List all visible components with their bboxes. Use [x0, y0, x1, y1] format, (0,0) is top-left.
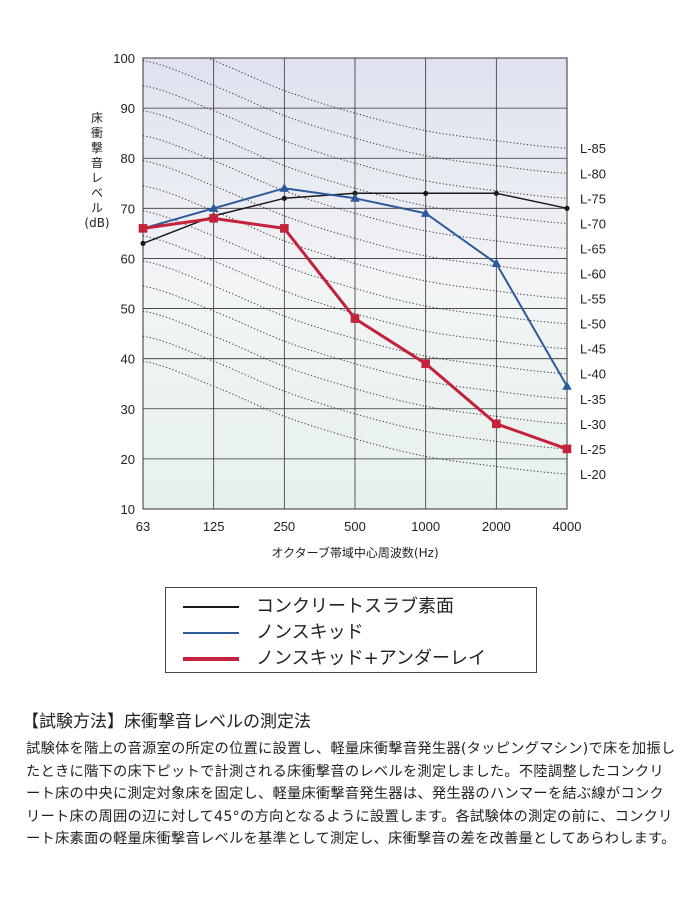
method-body: 試験体を階上の音源室の所定の位置に設置し、軽量床衝撃音発生器(タッピングマシン)…: [26, 741, 676, 847]
legend-swatch-slab: [183, 606, 239, 608]
data-point: [493, 190, 499, 196]
l-curve-l-75: [143, 85, 567, 199]
l-curve-l-80: [143, 60, 567, 174]
l-curve-label: L-40: [580, 367, 606, 382]
data-point: [208, 203, 219, 212]
data-point: [350, 314, 360, 323]
l-curve-labels: L-85 L-80 L-75 L-70 L-65 L-60 L-55 L-50 L-45 L-40…: [580, 141, 606, 482]
x-axis-title: オクターブ帯域中心周波数(Hz): [271, 545, 438, 560]
l-curve-l-20: [143, 360, 567, 475]
y-tick-label: 10: [121, 502, 135, 517]
x-tick-label: 250: [273, 519, 295, 534]
y-axis-title-char: 衝: [91, 126, 103, 140]
data-point: [423, 190, 429, 196]
l-curve-label: L-70: [580, 216, 606, 231]
l-curve-l-50: [143, 210, 567, 325]
legend-swatch-nonskid: [183, 632, 239, 634]
legend-label-slab: コンクリートスラブ素面: [256, 596, 454, 617]
y-tick-label: 60: [121, 251, 135, 266]
x-tick-label: 4000: [553, 519, 582, 534]
y-axis-title-char: 音: [91, 155, 103, 170]
chart: 10 20 30 40 50 60 70 80 90 100 63 125 250 500 1000 200…: [84, 51, 606, 560]
x-tick-label: 125: [203, 519, 225, 534]
l-curve-l-85: [206, 58, 567, 149]
l-curve-label: L-75: [580, 191, 606, 206]
y-tick-label: 50: [121, 302, 135, 317]
l-curve-label: L-65: [580, 241, 606, 256]
x-tick-label: 2000: [482, 519, 511, 534]
y-ticks: 10 20 30 40 50 60 70 80 90 100: [113, 51, 135, 517]
y-axis-title-char: (dB): [84, 216, 109, 230]
legend-item-nonskid: ノンスキッド: [166, 620, 536, 646]
data-point: [138, 224, 148, 233]
data-point: [491, 258, 502, 267]
l-curve-l-45: [143, 235, 567, 350]
l-curve-label: L-50: [580, 317, 606, 332]
x-ticks: 63 125 250 500 1000 2000 4000: [136, 519, 582, 534]
l-curve-l-70: [143, 110, 567, 224]
y-tick-label: 100: [113, 51, 135, 66]
y-axis-title-char: レ: [91, 171, 103, 185]
y-tick-label: 40: [121, 352, 135, 367]
data-point: [562, 444, 572, 454]
data-point: [281, 195, 287, 201]
l-curve-label: L-60: [580, 266, 606, 281]
legend-label-nonskid: ノンスキッド: [256, 622, 364, 643]
data-point: [352, 190, 358, 196]
y-tick-label: 70: [121, 201, 135, 216]
l-curve-label: L-55: [580, 292, 606, 307]
y-tick-label: 90: [121, 101, 135, 116]
y-axis-title: 床衝撃音レベル(dB): [84, 111, 109, 230]
y-axis-title-char: ル: [91, 201, 103, 215]
l-curve-label: L-80: [580, 166, 606, 181]
legend-item-nonskid-underlay: ノンスキッド+アンダーレイ: [166, 646, 536, 672]
data-point: [140, 240, 146, 247]
l-curve-l-30: [143, 310, 567, 425]
data-point: [421, 359, 430, 368]
y-axis-title-char: ベ: [91, 186, 103, 200]
l-curve-label: L-45: [580, 342, 606, 357]
data-point: [564, 205, 570, 211]
series: [138, 183, 572, 454]
l-curve-label: L-85: [580, 141, 606, 156]
method-title: 【試験方法】床衝撃音レベルの測定法: [22, 712, 311, 732]
l-curve-label: L-30: [580, 417, 606, 432]
y-axis-title-char: 床: [91, 111, 103, 125]
y-tick-label: 30: [121, 402, 135, 417]
data-point: [492, 419, 501, 429]
legend-swatch-nonskid-underlay: [183, 657, 239, 661]
data-point: [279, 183, 290, 192]
legend: コンクリートスラブ素面 ノンスキッド ノンスキッド+アンダーレイ: [165, 587, 537, 673]
l-curve-l-35: [143, 285, 567, 400]
data-point: [562, 381, 572, 390]
l-curve-l-25: [143, 335, 567, 450]
l-curve-label: L-25: [580, 442, 606, 457]
y-axis-title-char: 撃: [91, 140, 103, 155]
l-curve-l-40: [143, 260, 567, 375]
data-point: [209, 214, 218, 223]
l-curve-l-60: [143, 160, 567, 274]
plot-frame: [142, 57, 568, 510]
x-tick-label: 1000: [411, 519, 440, 534]
legend-label-nonskid-underlay: ノンスキッド+アンダーレイ: [256, 648, 487, 669]
data-point: [350, 193, 360, 202]
l-curve-label: L-35: [580, 392, 606, 407]
x-tick-label: 63: [136, 519, 150, 534]
data-point: [280, 224, 289, 233]
data-point: [420, 208, 431, 217]
legend-item-slab: コンクリートスラブ素面: [166, 594, 536, 620]
l-curve-label: L-20: [580, 467, 606, 482]
series-nonskid-underlay: [138, 214, 572, 454]
grid: [143, 58, 567, 509]
x-tick-label: 500: [344, 519, 366, 534]
l-curve-l-65: [143, 135, 567, 249]
y-tick-label: 20: [121, 452, 135, 467]
y-tick-label: 80: [121, 151, 135, 166]
